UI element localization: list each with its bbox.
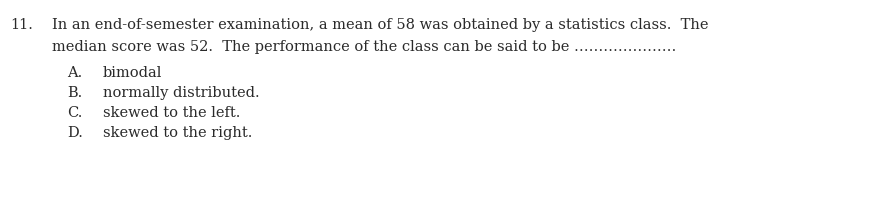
Text: B.: B. — [67, 86, 82, 100]
Text: skewed to the right.: skewed to the right. — [103, 126, 252, 140]
Text: bimodal: bimodal — [103, 66, 163, 80]
Text: normally distributed.: normally distributed. — [103, 86, 259, 100]
Text: In an end-of-semester examination, a mean of 58 was obtained by a statistics cla: In an end-of-semester examination, a mea… — [52, 18, 709, 32]
Text: skewed to the left.: skewed to the left. — [103, 106, 240, 120]
Text: D.: D. — [67, 126, 83, 140]
Text: A.: A. — [67, 66, 82, 80]
Text: median score was 52.  The performance of the class can be said to be …………………: median score was 52. The performance of … — [52, 40, 677, 54]
Text: 11.: 11. — [10, 18, 33, 32]
Text: C.: C. — [67, 106, 82, 120]
